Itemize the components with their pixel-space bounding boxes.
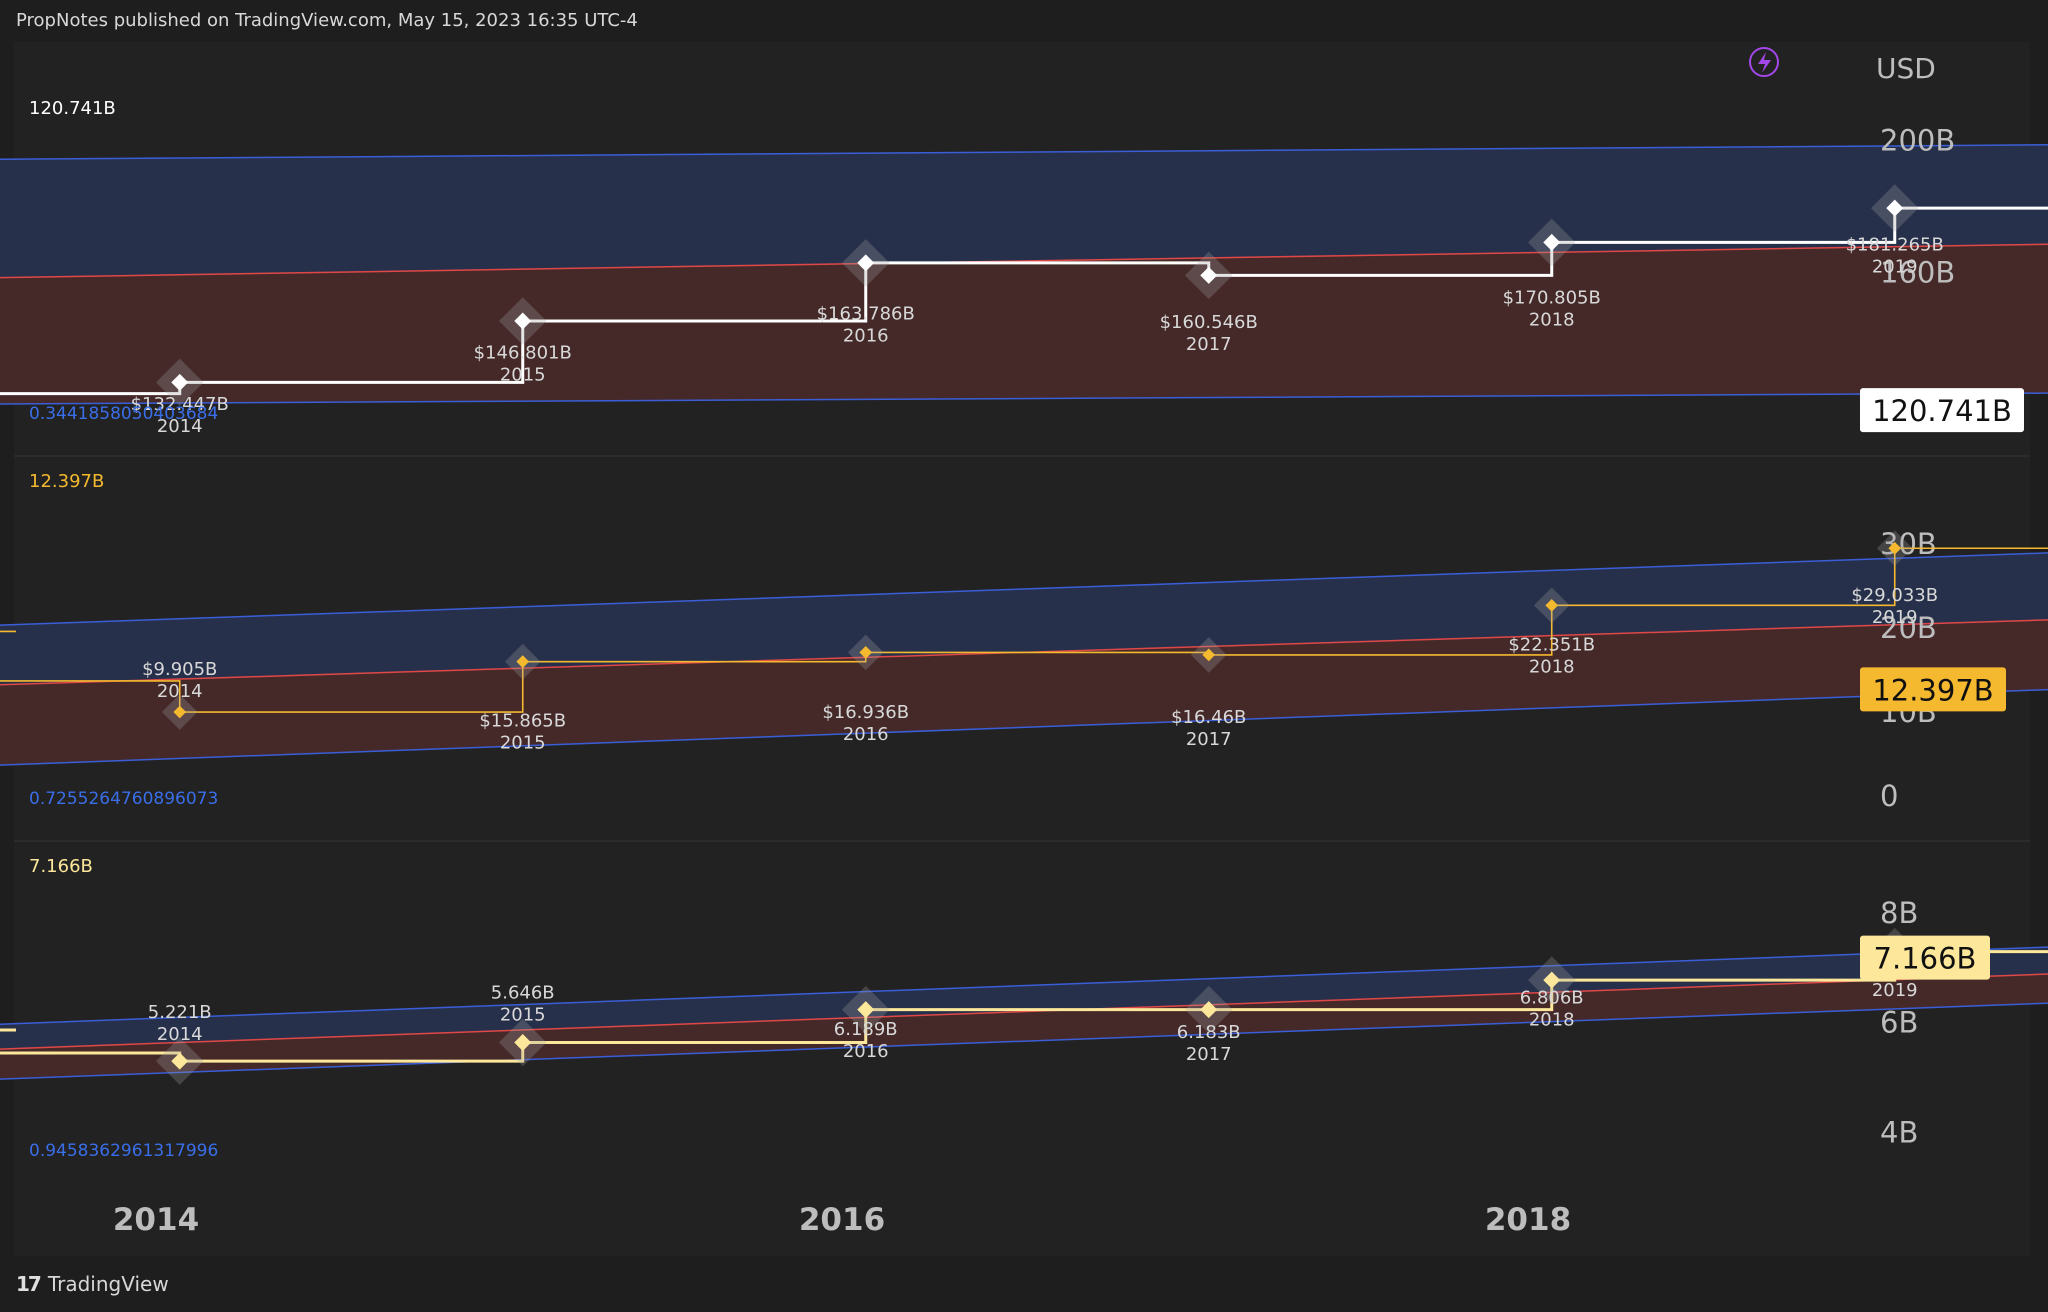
- data-label-value: $181.265B: [1846, 235, 1944, 256]
- last-value-label: 12.397B: [1872, 673, 1993, 707]
- channel-lower-band: [0, 974, 2048, 1080]
- data-label-value: 6.806B: [1520, 988, 1584, 1009]
- channel-upper-band: [0, 947, 2048, 1050]
- y-tick-label: 20B: [1880, 611, 1937, 645]
- data-label-value: 6.189B: [834, 1019, 898, 1040]
- channel-upper-line: [0, 144, 2048, 161]
- data-label-year: 2016: [843, 724, 889, 745]
- data-label-value: $22.351B: [1508, 635, 1595, 656]
- data-label-value: $170.805B: [1503, 287, 1601, 308]
- lightning-icon[interactable]: [1749, 47, 1779, 77]
- r-value-label: 0.3441858050403684: [29, 404, 218, 424]
- channel-lower-line: [0, 392, 2048, 405]
- data-label-year: 2017: [1186, 334, 1232, 355]
- data-point: [171, 373, 189, 391]
- data-label-year: 2014: [157, 416, 203, 437]
- panel-1: 200B160B$128.752B2013$132.447B2014$146.8…: [0, 98, 2048, 437]
- data-label-value: 5.646B: [491, 983, 555, 1004]
- data-point: [514, 312, 532, 330]
- top-left-value-label: 12.397B: [29, 471, 104, 492]
- data-label-value: $9.905B: [142, 659, 217, 680]
- channel-lower-band: [0, 244, 2048, 404]
- footer: 17 TradingView: [16, 1272, 169, 1296]
- tradingview-logo-icon: 17: [16, 1272, 42, 1296]
- channel-upper-line: [0, 946, 2048, 1025]
- data-label-value: $160.546B: [1160, 312, 1258, 333]
- channel-regression-line: [0, 619, 2048, 686]
- data-label-value: $163.786B: [817, 303, 915, 324]
- last-value-label: 7.166B: [1874, 942, 1977, 976]
- data-label-year: 2015: [500, 732, 546, 753]
- data-label-value: $16.936B: [822, 702, 909, 723]
- data-point: [514, 1034, 532, 1052]
- data-label-year: 2016: [843, 1041, 889, 1062]
- r-value-label: 0.9458362961317996: [29, 1141, 218, 1161]
- data-label-year: 2016: [843, 325, 889, 346]
- top-left-value-label: 7.166B: [29, 856, 93, 877]
- data-label-value: $146.801B: [474, 343, 572, 364]
- data-label-year: 2014: [157, 1024, 203, 1045]
- data-label-value: $16.46B: [1171, 707, 1246, 728]
- data-label-year: 2017: [1186, 729, 1232, 750]
- y-tick-label: 160B: [1880, 255, 1955, 289]
- data-label-year: 2019: [1872, 607, 1918, 628]
- data-label-value: $132.447B: [131, 394, 229, 415]
- r-value-label: 0.7255264760896073: [29, 789, 218, 809]
- data-label-value: $29.033B: [1851, 585, 1938, 606]
- publish-info: PropNotes published on TradingView.com, …: [16, 10, 638, 31]
- data-point: [1200, 1001, 1218, 1019]
- last-value-badge: [1860, 935, 1990, 980]
- x-tick-label: 2014: [113, 1202, 199, 1238]
- last-value-badge: [1860, 667, 2006, 712]
- last-value-badge: [1860, 388, 2024, 433]
- y-tick-label: 8B: [1880, 896, 1918, 930]
- channel-lower-line: [0, 688, 2048, 766]
- y-tick-label: 0: [1880, 779, 1898, 813]
- data-label-year: 2015: [500, 1005, 546, 1026]
- y-tick-label: 4B: [1880, 1115, 1918, 1149]
- brand-name: TradingView: [47, 1272, 169, 1296]
- last-value-label: 120.741B: [1872, 394, 2012, 428]
- panel-2: 30B20B10B0$13.568B2013$9.905B2014$15.865…: [0, 455, 2048, 813]
- x-tick-label: 2018: [1485, 1202, 1571, 1238]
- currency-label: USD: [1876, 52, 1936, 85]
- channel-lower-line: [0, 1002, 2048, 1080]
- data-label-year: 2018: [1529, 657, 1575, 678]
- data-label-year: 2015: [500, 365, 546, 386]
- data-label-year: 2018: [1529, 1010, 1575, 1031]
- data-label-value: 6.183B: [1177, 1022, 1241, 1043]
- data-label-year: 2019: [1872, 980, 1918, 1001]
- data-label-year: 2019: [1872, 257, 1918, 278]
- data-label-year: 2018: [1529, 309, 1575, 330]
- top-left-value-label: 120.741B: [29, 98, 116, 119]
- series-step-line: [0, 547, 2048, 713]
- y-tick-label: 6B: [1880, 1006, 1918, 1040]
- channel-regression-line: [0, 973, 2048, 1050]
- channel-lower-band: [0, 619, 2048, 766]
- channel-regression-line: [0, 243, 2048, 279]
- channel-upper-band: [0, 552, 2048, 685]
- panel-3: 8B6B4B5.385B20135.221B20145.646B20156.18…: [0, 840, 2048, 1161]
- data-label-value: 5.221B: [148, 1002, 212, 1023]
- data-point: [857, 1001, 875, 1019]
- x-tick-label: 2016: [799, 1202, 885, 1238]
- data-label-year: 2014: [157, 681, 203, 702]
- data-point: [857, 254, 875, 272]
- y-tick-label: 30B: [1880, 527, 1937, 561]
- channel-upper-line: [0, 552, 2048, 626]
- y-tick-label: 200B: [1880, 123, 1955, 157]
- data-label-year: 2017: [1186, 1044, 1232, 1065]
- data-label-value: $15.865B: [479, 710, 566, 731]
- channel-upper-band: [0, 144, 2048, 278]
- series-step-line: [0, 206, 2048, 396]
- data-point: [1543, 971, 1561, 989]
